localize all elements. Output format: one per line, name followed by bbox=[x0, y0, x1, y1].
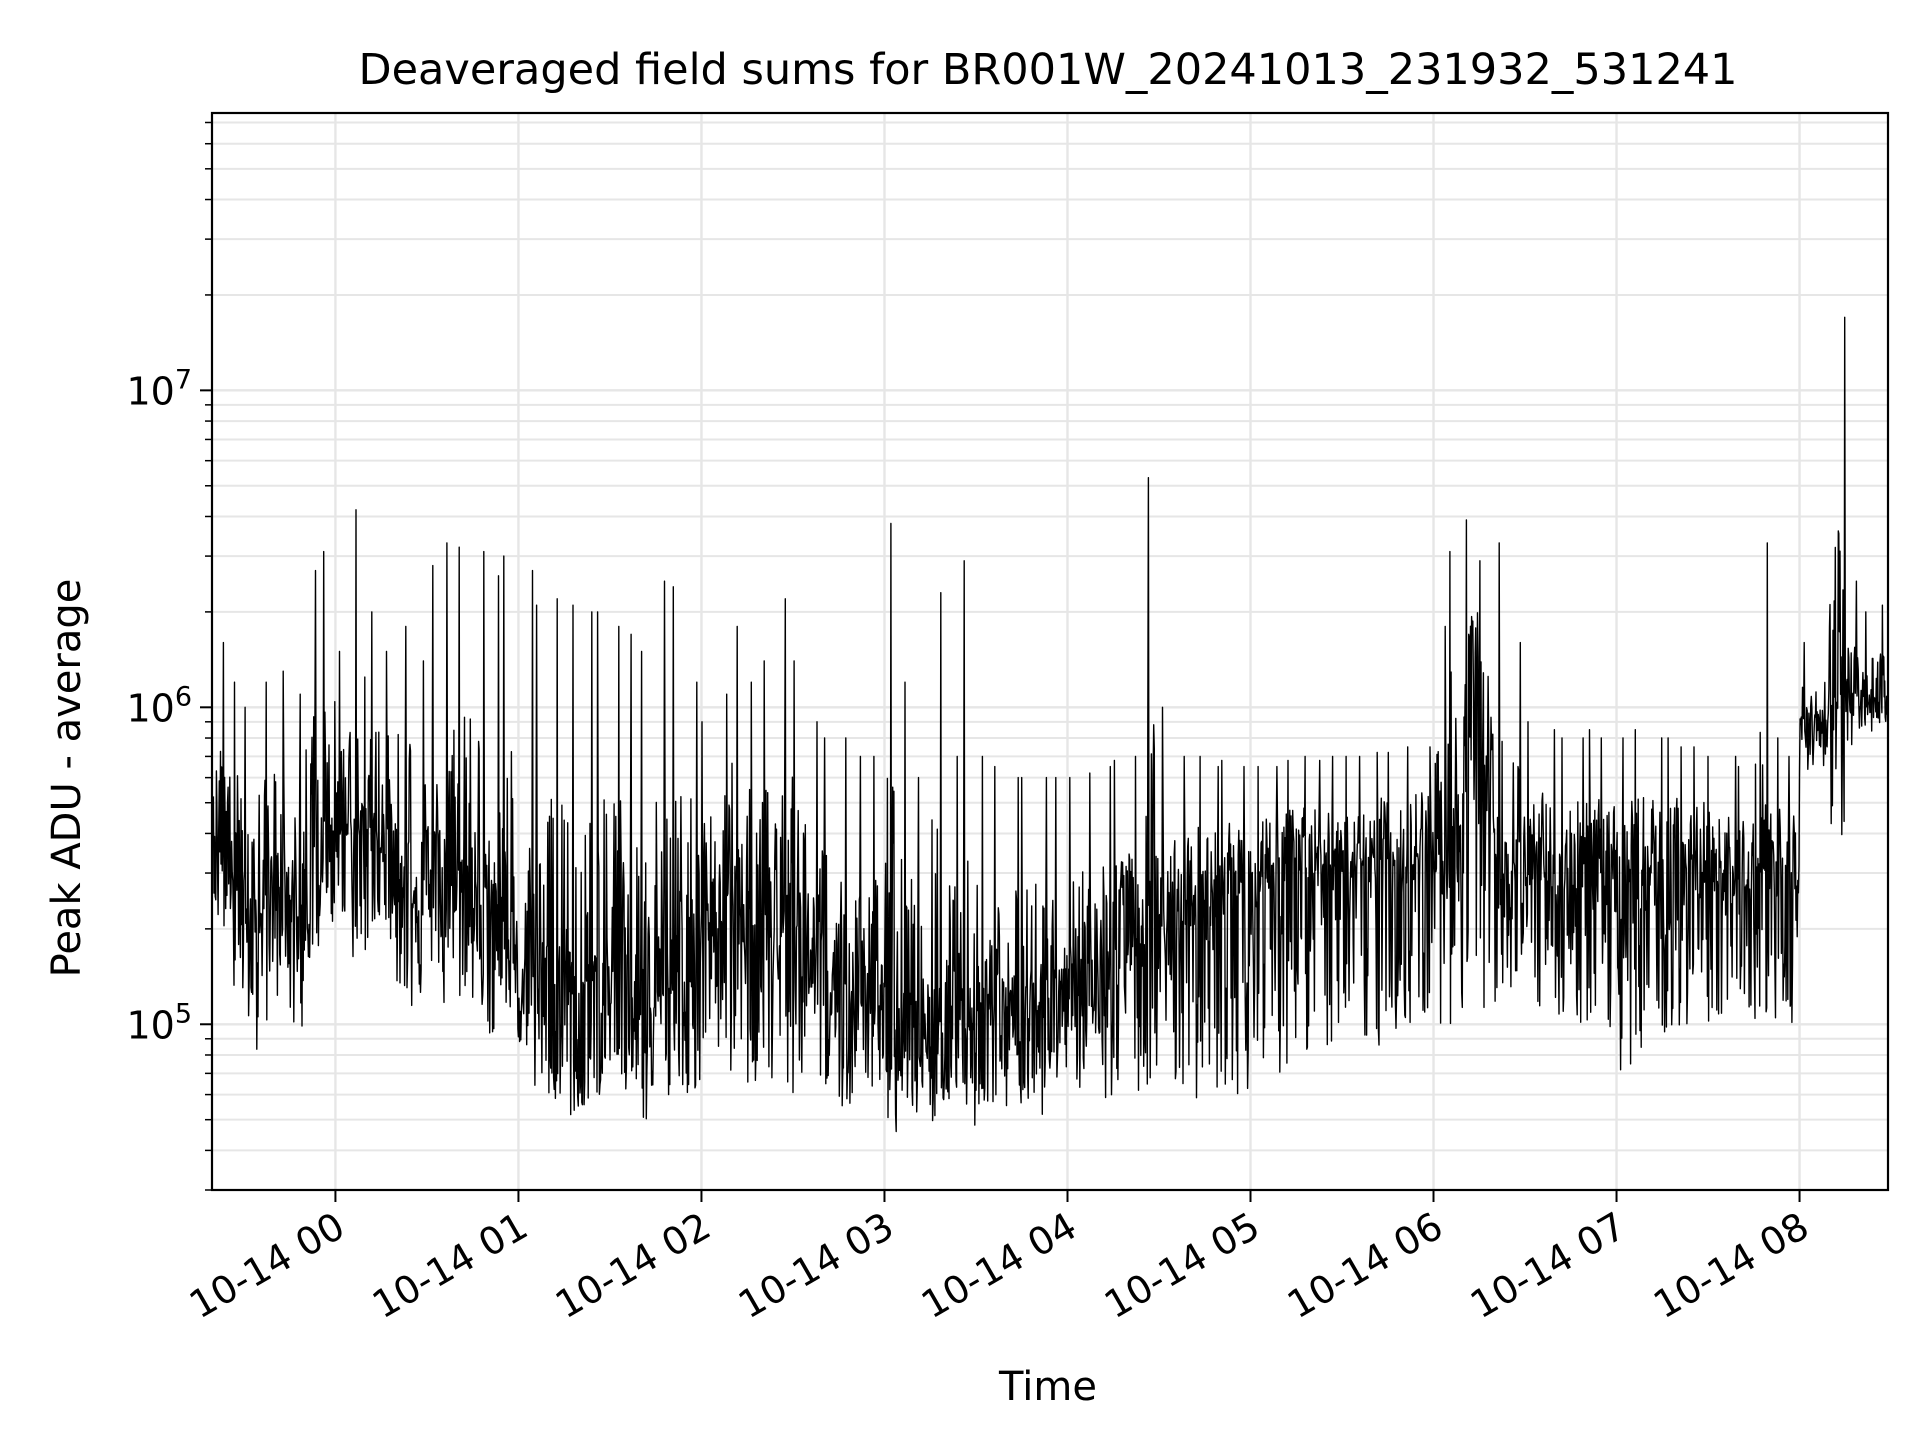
data-series bbox=[212, 316, 1889, 1133]
chart-title: Deaveraged field sums for BR001W_2024101… bbox=[358, 45, 1737, 95]
grid-lines bbox=[212, 113, 1888, 1191]
x-axis-label: Time bbox=[998, 1364, 1097, 1410]
series-line bbox=[212, 316, 1889, 1133]
y-tick-label: 107 bbox=[126, 364, 192, 413]
plot-frame bbox=[210, 111, 1890, 1192]
y-tick-label: 106 bbox=[126, 681, 192, 730]
y-axis-label: Peak ADU - average bbox=[44, 579, 90, 978]
y-tick-label: 105 bbox=[126, 998, 192, 1047]
